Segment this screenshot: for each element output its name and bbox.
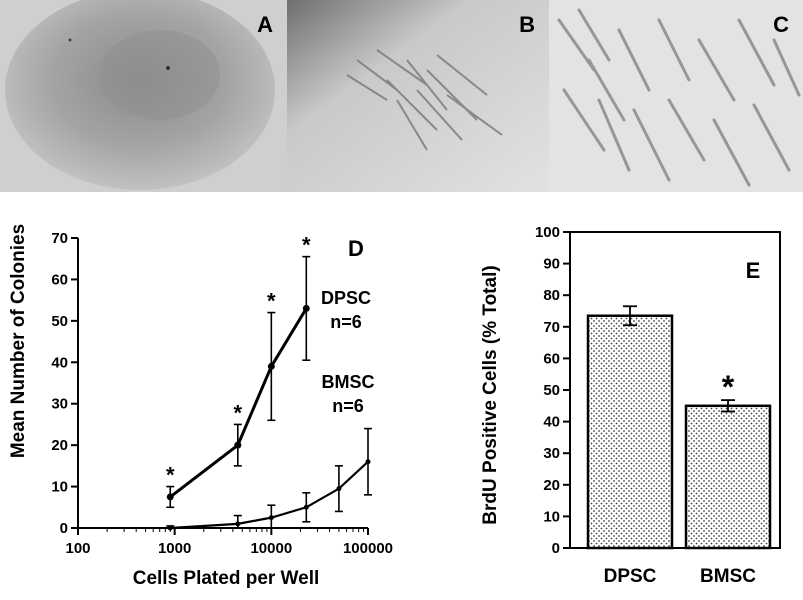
panel-letter-b: B	[519, 12, 535, 37]
chart-d-y-tick-label: 70	[51, 230, 68, 247]
data-point-bmsc	[167, 525, 173, 531]
chart-e-plot-area: 0 10 20 30 40 50 60 70 80 90 100 DPSC * BMSC	[535, 224, 781, 587]
chart-e-y-tick-label: 90	[543, 256, 560, 273]
chart-e-panel-letter: E	[746, 258, 761, 283]
chart-e-y-tick-label: 60	[543, 350, 560, 367]
data-point-dpsc	[166, 493, 174, 501]
chart-d-y-tick-label: 50	[51, 313, 68, 330]
chart-e-y-tick-label: 50	[543, 382, 560, 399]
panel-letter-a: A	[257, 12, 273, 37]
category-label-bmsc: BMSC	[700, 566, 756, 587]
chart-d-panel-letter: D	[348, 236, 364, 261]
photo-panel-c: C	[549, 0, 803, 192]
series-n-dpsc: n=6	[330, 312, 362, 332]
bar-bmsc	[684, 404, 772, 550]
photo-b-image	[287, 0, 549, 192]
chart-d-y-tick-label: 60	[51, 271, 68, 288]
chart-d-x-tick-label: 1000	[158, 540, 191, 557]
chart-d-y-tick-label: 10	[51, 479, 68, 496]
series-label-dpsc: DPSC	[321, 288, 371, 308]
data-point-bmsc	[235, 521, 241, 527]
photo-panel-a: A	[0, 0, 287, 192]
chart-d-x-axis-label: Cells Plated per Well	[133, 568, 320, 589]
chart-e-y-tick-label: 10	[543, 508, 560, 525]
chart-d-y-tick-label: 30	[51, 396, 68, 413]
chart-e-y-tick-label: 0	[552, 540, 560, 557]
data-point-dpsc	[234, 441, 242, 449]
panel-letter-c: C	[773, 12, 789, 37]
chart-d-y-tick-label: 0	[60, 520, 68, 537]
chart-d-x-tick-label: 10000	[250, 540, 292, 557]
chart-e-y-tick-label: 100	[535, 224, 560, 241]
data-point-dpsc	[267, 362, 275, 370]
photo-c-image	[549, 0, 803, 192]
bar-dpsc	[586, 314, 674, 550]
chart-e-y-tick-label: 80	[543, 287, 560, 304]
chart-e-y-axis-label: BrdU Positive Cells (% Total)	[480, 265, 501, 524]
chart-d-y-tick-label: 40	[51, 354, 68, 371]
data-point-bmsc	[268, 515, 274, 521]
data-point-bmsc	[303, 504, 309, 510]
chart-d-y-axis-label: Mean Number of Colonies	[8, 224, 29, 458]
significance-marker-dpsc: *	[302, 233, 311, 258]
series-label-bmsc: BMSC	[322, 372, 375, 392]
chart-e-y-tick-label: 40	[543, 414, 560, 431]
chart-d-x-tick-label: 100000	[343, 540, 393, 557]
chart-d-x-tick-label: 100	[65, 540, 90, 557]
chart-d-y-tick-label: 20	[51, 437, 68, 454]
chart-d-plot-area: 0 10 20 30 40 50 60 70 100 1000 10000 100000 * * * *	[51, 230, 393, 557]
photo-panel-b: B	[287, 0, 549, 192]
significance-marker-dpsc: *	[234, 400, 243, 425]
series-n-bmsc: n=6	[332, 396, 364, 416]
significance-marker-dpsc: *	[166, 463, 175, 488]
chart-e-y-tick-label: 70	[543, 319, 560, 336]
data-point-bmsc	[336, 486, 342, 492]
data-point-dpsc	[302, 304, 310, 312]
data-point-bmsc	[365, 459, 371, 465]
category-label-dpsc: DPSC	[604, 566, 657, 587]
chart-e-y-tick-label: 20	[543, 477, 560, 494]
series-line-dpsc	[169, 307, 308, 499]
significance-marker-dpsc: *	[267, 289, 276, 314]
photo-a-image	[0, 0, 287, 192]
significance-marker-bmsc: *	[722, 369, 735, 405]
chart-e-frame	[569, 231, 781, 549]
chart-e-y-tick-label: 30	[543, 445, 560, 462]
series-line-bmsc	[170, 460, 369, 530]
